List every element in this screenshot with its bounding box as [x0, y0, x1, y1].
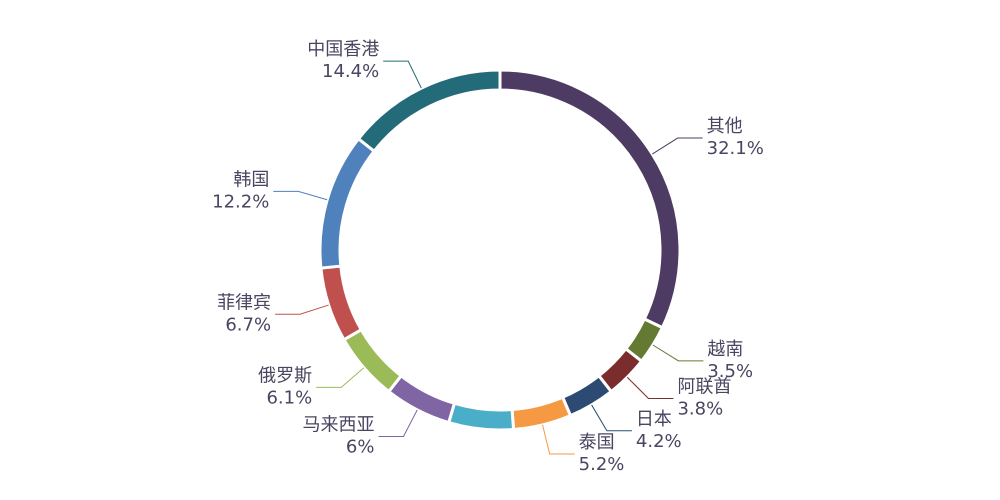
slice-label: 韩国 — [233, 169, 269, 190]
value-label: 3.8% — [677, 398, 723, 419]
slice — [498, 68, 682, 330]
value-label: 3.5% — [707, 361, 753, 382]
slice — [318, 136, 377, 270]
value-label: 6.1% — [266, 387, 312, 408]
slice-label: 中国香港 — [307, 39, 379, 60]
slice — [356, 68, 502, 154]
leader-line — [378, 409, 418, 438]
slice-label: 马来西亚 — [302, 415, 374, 436]
slice — [386, 373, 457, 425]
slice-label: 阿联酋 — [677, 376, 731, 397]
leader-line — [652, 137, 703, 155]
slice — [560, 373, 614, 418]
leader-line — [316, 367, 365, 388]
slice-label: 越南 — [707, 339, 743, 360]
slice-label: 菲律宾 — [217, 292, 271, 313]
leader-line — [626, 376, 674, 399]
slice-label: 泰国 — [579, 432, 615, 453]
slice-label: 其他 — [707, 116, 743, 137]
leader-line — [275, 304, 329, 315]
leader-line — [383, 60, 422, 89]
value-label: 14.4% — [322, 61, 379, 82]
slice — [446, 401, 516, 432]
slice — [341, 327, 404, 394]
value-label: 4.2% — [636, 431, 682, 452]
leader-line — [591, 404, 632, 432]
slice-label: 俄罗斯 — [258, 365, 312, 386]
value-label: 6% — [346, 437, 375, 458]
value-label: 12.2% — [212, 191, 269, 212]
value-label: 5.2% — [579, 454, 625, 475]
leader-line — [652, 344, 704, 362]
leader-line — [273, 190, 328, 201]
value-label: 32.1% — [707, 138, 764, 159]
leader-line — [542, 424, 575, 455]
slice — [319, 264, 364, 342]
slice — [510, 395, 573, 432]
slice-label: 日本 — [636, 409, 672, 430]
value-label: 6.7% — [225, 314, 271, 335]
